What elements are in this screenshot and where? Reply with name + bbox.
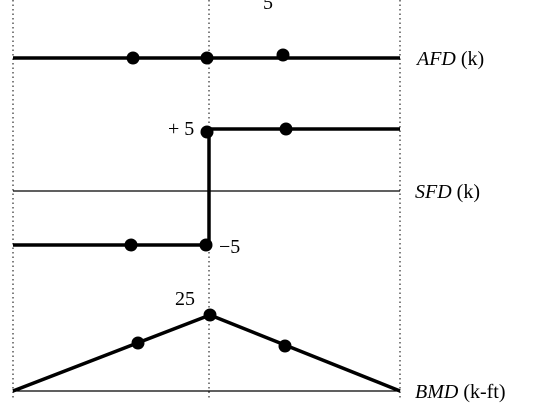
sfd-label-unit: (k) xyxy=(452,181,480,203)
bmd-label: BMD (k-ft) xyxy=(415,381,506,403)
sfd-positive-value: + 5 xyxy=(168,118,194,140)
sfd-negative-value: −5 xyxy=(219,236,240,258)
afd-label-unit: (k) xyxy=(456,48,484,70)
bmd-diagram: 25 BMD (k-ft) xyxy=(12,288,506,403)
sfd-label-name: SFD xyxy=(415,181,452,203)
bmd-line xyxy=(12,313,401,393)
sfd-point-positive-start xyxy=(200,125,214,139)
afd-point-2 xyxy=(200,51,214,65)
afd-diagram: AFD (k) xyxy=(13,48,484,70)
bmd-label-name: BMD xyxy=(415,381,459,403)
bmd-point-peak xyxy=(203,308,217,322)
bmd-label-unit: (k-ft) xyxy=(458,381,505,403)
afd-label: AFD (k) xyxy=(415,48,484,70)
sfd-label: SFD (k) xyxy=(415,181,480,203)
sfd-line xyxy=(13,127,400,247)
afd-point-1 xyxy=(126,51,140,65)
sfd-point-positive-mid xyxy=(279,122,293,136)
top-fragment-text: 5 xyxy=(263,0,273,14)
afd-point-3 xyxy=(276,48,290,62)
bmd-point-left xyxy=(131,336,145,350)
sfd-point-negative-end xyxy=(199,238,213,252)
bmd-point-right xyxy=(278,339,292,353)
bmd-peak-value: 25 xyxy=(175,288,195,310)
sfd-point-negative-mid xyxy=(124,238,138,252)
sfd-diagram: + 5 −5 SFD (k) xyxy=(13,118,480,258)
afd-label-name: AFD xyxy=(415,48,456,70)
